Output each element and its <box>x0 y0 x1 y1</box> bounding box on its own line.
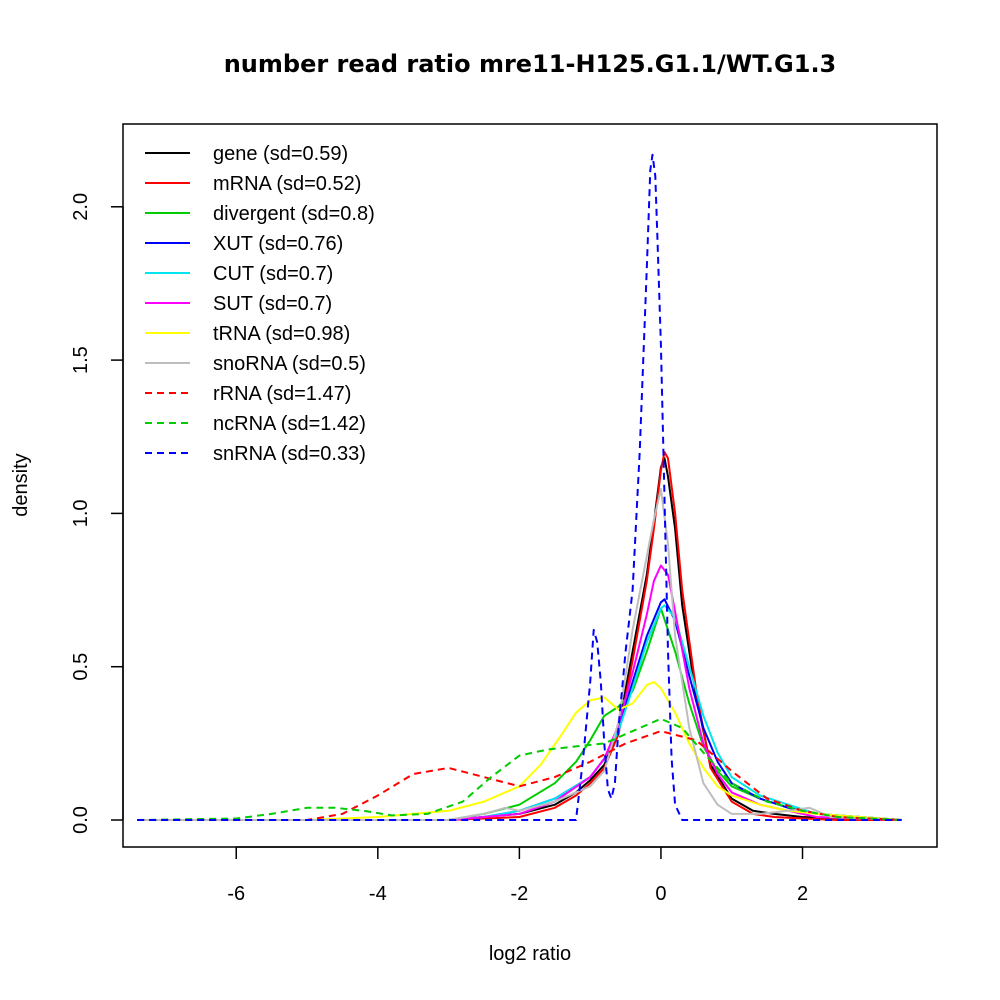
legend-label: snRNA (sd=0.33) <box>213 443 366 465</box>
x-tick-label: -2 <box>510 883 528 905</box>
x-tick-label: -6 <box>227 883 245 905</box>
series-line-10 <box>137 153 902 821</box>
x-tick-label: -4 <box>369 883 387 905</box>
chart-title: number read ratio mre11-H125.G1.1/WT.G1.… <box>224 50 837 78</box>
legend-label: mRNA (sd=0.52) <box>213 173 361 195</box>
legend-label: XUT (sd=0.76) <box>213 233 343 255</box>
series-line-7 <box>137 487 902 821</box>
y-tick-label: 0.0 <box>70 806 92 834</box>
y-axis-label: density <box>10 453 32 516</box>
legend: gene (sd=0.59) mRNA (sd=0.52) divergent (s… <box>145 143 375 465</box>
legend-label: CUT (sd=0.7) <box>213 263 333 285</box>
series-line-6 <box>137 681 902 821</box>
legend-label: SUT (sd=0.7) <box>213 293 332 315</box>
x-tick-label: 0 <box>655 883 666 905</box>
series-line-5 <box>137 564 902 821</box>
legend-label: rRNA (sd=1.47) <box>213 383 351 405</box>
legend-label: divergent (sd=0.8) <box>213 203 375 225</box>
x-axis-label: log2 ratio <box>489 943 571 965</box>
legend-label: snoRNA (sd=0.5) <box>213 353 366 375</box>
legend-label: tRNA (sd=0.98) <box>213 323 350 345</box>
y-tick-label: 1.5 <box>70 346 92 374</box>
y-axis: 0.0 0.5 1.0 1.5 2.0 <box>70 193 124 834</box>
series-line-9 <box>137 717 902 821</box>
legend-label: ncRNA (sd=1.42) <box>213 413 366 435</box>
y-tick-label: 2.0 <box>70 193 92 221</box>
y-tick-label: 1.0 <box>70 499 92 527</box>
series-layer <box>137 153 902 821</box>
legend-label: gene (sd=0.59) <box>213 143 348 165</box>
y-tick-label: 0.5 <box>70 653 92 681</box>
x-axis: -6 -4 -2 0 2 <box>227 846 808 905</box>
x-tick-label: 2 <box>797 883 808 905</box>
